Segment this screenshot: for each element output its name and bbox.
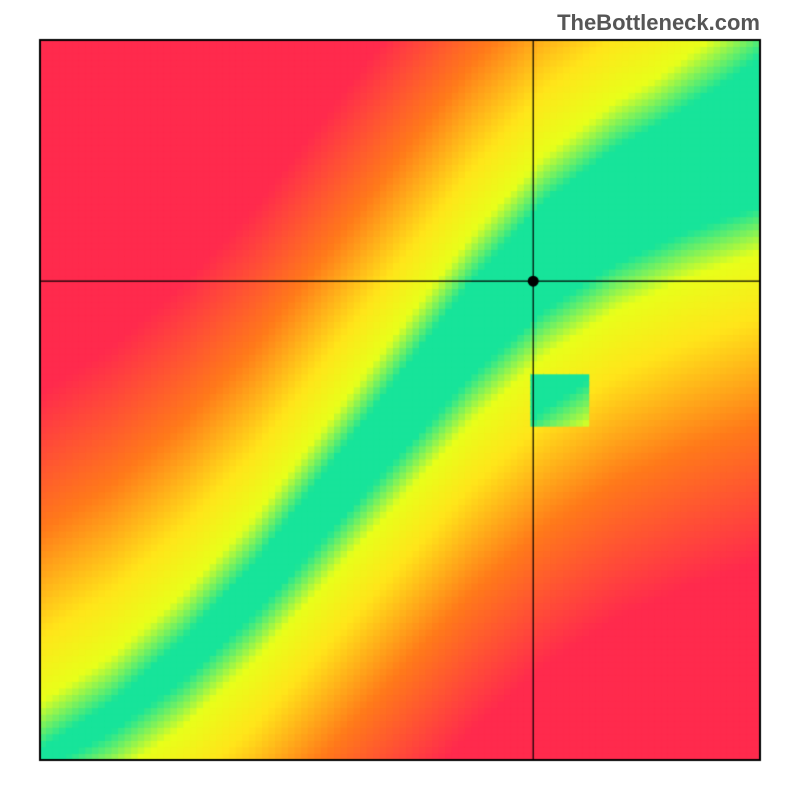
chart-container: TheBottleneck.com — [0, 0, 800, 800]
watermark-text: TheBottleneck.com — [557, 10, 760, 36]
bottleneck-heatmap-chart — [0, 0, 800, 800]
